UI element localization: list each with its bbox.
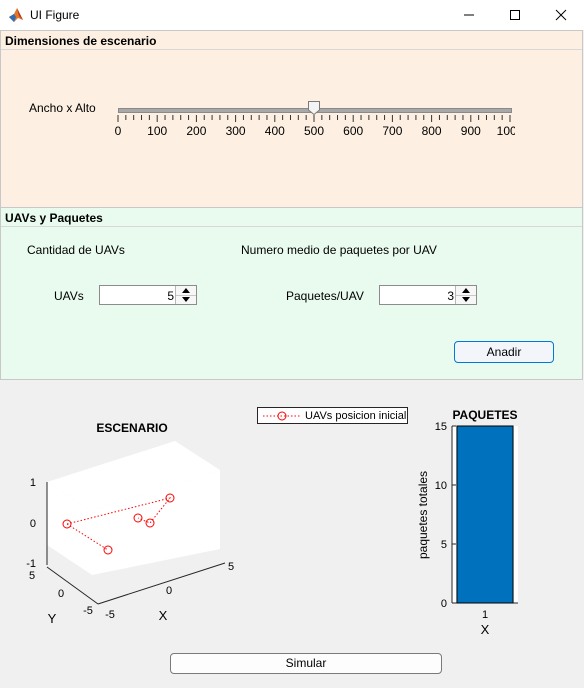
legend-label: UAVs posicion inicial [305, 410, 407, 422]
minimize-button[interactable] [446, 0, 492, 30]
packets-title: PAQUETES [452, 408, 517, 422]
chevron-down-icon [182, 297, 190, 302]
size-slider-thumb[interactable] [308, 101, 320, 115]
slider-tick-label: 300 [226, 124, 246, 138]
uavs-panel-title: UAVs y Paquetes [5, 211, 103, 225]
uav-marker [62, 519, 72, 529]
scenario-legend: UAVs posicion inicial [257, 407, 408, 424]
minimize-icon [464, 14, 474, 16]
x-tick-label: 0 [166, 585, 172, 597]
chevron-up-icon [182, 288, 190, 293]
packets-increment-button[interactable] [456, 286, 476, 296]
packets-label: Paquetes/UAV [286, 289, 364, 303]
z-tick-label: 0 [30, 518, 36, 530]
chevron-up-icon [462, 288, 470, 293]
packets-value[interactable]: 3 [447, 289, 454, 303]
window-title: UI Figure [30, 8, 80, 22]
axes-front-face [92, 470, 220, 575]
uav-marker [145, 518, 155, 528]
simulate-button[interactable]: Simular [170, 653, 442, 674]
y-axis-label: Y [48, 611, 57, 626]
maximize-button[interactable] [492, 0, 538, 30]
z-tick-label: -1 [26, 558, 36, 570]
packets-bar-axes[interactable]: PAQUETES 15 10 5 0 1 X paquetes totales [410, 405, 540, 640]
size-label: Ancho x Alto [29, 101, 96, 115]
legend-marker-icon [263, 411, 301, 421]
z-tick-label: 1 [30, 477, 36, 489]
uav-marker [103, 545, 113, 555]
uav-marker [133, 513, 143, 523]
uavs-spinner[interactable]: 5 [99, 285, 197, 305]
packets-y-tick-label: 0 [441, 598, 447, 610]
slider-tick-label: 700 [382, 124, 402, 138]
packets-x-tick-label: 1 [482, 609, 488, 621]
dimensions-panel-title: Dimensiones de escenario [5, 34, 157, 48]
slider-tick-label: 0 [115, 124, 122, 138]
packets-bar [456, 425, 514, 604]
packets-y-tick-label: 5 [441, 539, 447, 551]
uav-path-line [66, 497, 172, 525]
size-slider-ticks: 0 100 200 300 400 500 600 700 800 900 1000 [115, 115, 515, 138]
packets-decrement-button[interactable] [456, 295, 476, 304]
packets-y-tick-label: 10 [435, 480, 447, 492]
slider-tick-label: 400 [265, 124, 285, 138]
slider-tick-label: 800 [422, 124, 442, 138]
window-titlebar: UI Figure [0, 0, 584, 30]
uavs-decrement-button[interactable] [176, 295, 196, 304]
uavs-label: UAVs [54, 289, 84, 303]
slider-tick-label: 900 [461, 124, 481, 138]
close-icon [555, 9, 567, 21]
uavs-panel: UAVs y Paquetes Cantidad de UAVs Numero … [0, 207, 583, 380]
uav-path-line [66, 523, 109, 551]
panel-divider [1, 226, 582, 227]
y-tick-label: 5 [29, 570, 35, 582]
x-tick-label: 5 [228, 561, 234, 573]
add-button[interactable]: Anadir [454, 341, 554, 363]
packets-heading: Numero medio de paquetes por UAV [241, 243, 437, 257]
y-tick-label: 0 [58, 588, 64, 600]
maximize-icon [510, 10, 520, 20]
y-axis-line [46, 566, 99, 605]
panel-divider [1, 49, 582, 50]
chevron-down-icon [462, 297, 470, 302]
slider-tick-label: 500 [304, 124, 324, 138]
scenario-3d-axes[interactable]: ESCENARIO 1 0 -1 5 0 -5 -5 0 5 Y X [20, 415, 260, 630]
axes-top-face [47, 441, 220, 511]
x-axis-line [97, 562, 226, 605]
packets-y-label: paquetes totales [416, 471, 430, 559]
slider-tick-label: 1000 [497, 124, 515, 138]
packets-x-label: X [481, 622, 490, 637]
slider-tick-label: 100 [147, 124, 167, 138]
uav-marker [165, 493, 175, 503]
uavs-value[interactable]: 5 [167, 289, 174, 303]
uav-count-heading: Cantidad de UAVs [27, 243, 125, 257]
y-tick-label: -5 [83, 605, 93, 617]
packets-y-tick-label: 15 [435, 421, 447, 433]
matlab-icon [9, 8, 23, 22]
packets-spinner[interactable]: 3 [379, 285, 477, 305]
uavs-increment-button[interactable] [176, 286, 196, 296]
scenario-title: ESCENARIO [96, 421, 167, 435]
axes-left-face [47, 482, 92, 575]
x-tick-label: -5 [105, 609, 115, 621]
x-axis-label: X [159, 608, 168, 623]
slider-tick-label: 600 [343, 124, 363, 138]
close-button[interactable] [538, 0, 584, 30]
dimensions-panel: Dimensiones de escenario Ancho x Alto 0 1… [0, 30, 583, 208]
slider-tick-label: 200 [186, 124, 206, 138]
